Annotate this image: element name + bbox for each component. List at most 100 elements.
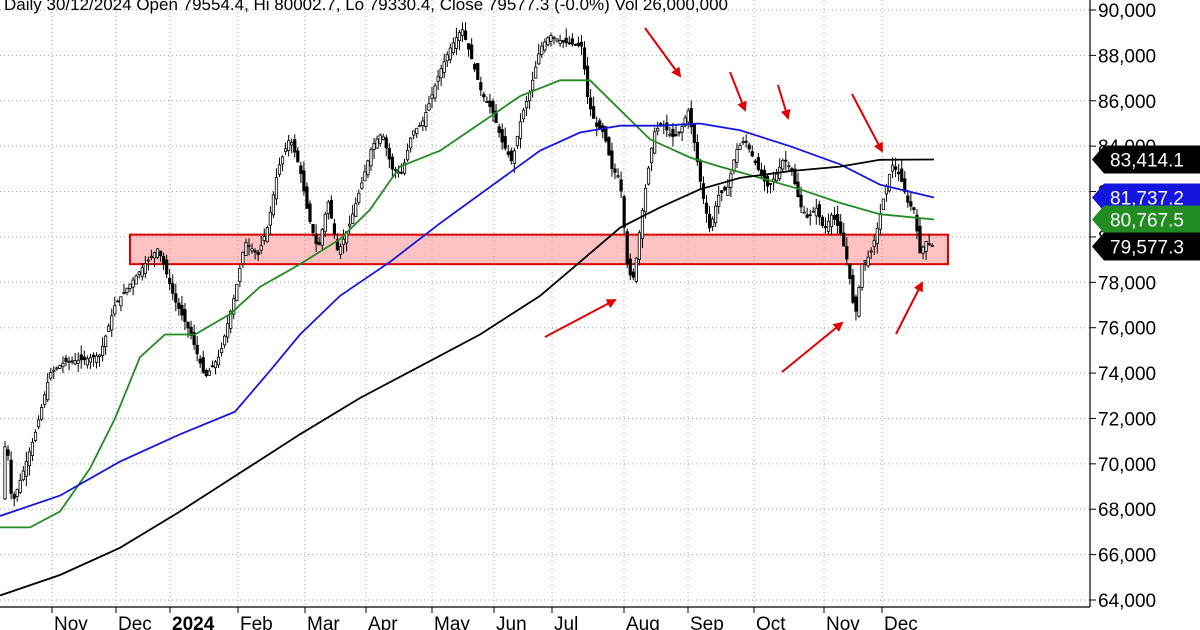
candle-body [36,419,41,428]
candle-body [619,179,623,192]
candle-body [165,259,169,275]
candle-body [46,382,50,401]
candle-body [503,136,507,149]
candle-body [110,315,114,331]
candle-body [781,159,785,170]
x-tick-label: 2024 [172,614,215,630]
y-tick-label: 74,000 [1098,364,1156,385]
candle-body [201,357,205,373]
candle-body [872,240,876,247]
candle-body [881,198,886,211]
candle-body [183,309,187,322]
candle-body [692,124,696,143]
candle-body [528,92,532,102]
candle-body [589,97,593,110]
candle-body [558,40,562,44]
candle-body [320,229,324,246]
candle-body [265,227,269,242]
candle-body [494,110,498,124]
candle-body [744,140,748,143]
candle-body [250,248,254,252]
candle-body [686,110,690,123]
candle-body [890,164,895,172]
candle-body [174,293,178,303]
candle-body [683,117,687,127]
candle-body [287,140,291,151]
candle-body [94,355,99,363]
candle-body [839,221,843,234]
candle-body [531,79,535,91]
candle-body [930,244,934,247]
candle-body [534,66,538,79]
candle-body [338,246,343,256]
candle-body [415,127,419,134]
candle-body [91,354,96,358]
candle-body [82,356,86,360]
x-tick-label: Nov [826,614,860,630]
candle-body [241,252,245,265]
y-tick-label: 66,000 [1098,546,1156,567]
candle-body [424,111,428,127]
candle-body [909,201,913,207]
candle-body [88,357,92,363]
candle-body [537,53,541,65]
candle-body [470,44,474,60]
candle-body [238,267,242,282]
candle-body [393,169,398,171]
candle-body [348,223,352,227]
candle-body [363,171,367,182]
candle-body [122,292,126,294]
candle-body [76,359,80,364]
candle-body [793,168,797,185]
candle-body [921,246,925,254]
candle-body [576,42,581,46]
candle-body [903,178,907,193]
candle-body [869,250,873,253]
candle-body [155,248,160,258]
candle-body [454,37,459,49]
annotation-arrows [544,27,923,373]
candle-body [195,344,199,355]
candle-body [341,238,346,246]
candle-body [741,141,745,144]
candle-body [668,133,672,136]
candle-body [396,171,401,174]
candle-body [384,137,388,149]
candle-body [277,164,282,175]
candle-body [897,171,901,175]
value-tag-label: 81,737.2 [1110,189,1184,210]
candle-body [842,232,846,247]
candle-body [293,139,297,153]
candle-body [805,214,809,218]
candle-body [592,106,596,119]
candle-body [732,159,736,172]
x-tick-label: Nov [54,614,88,630]
candle-body [97,354,102,358]
candle-body [640,209,645,239]
candle-body [317,241,321,246]
candle-body [412,130,416,136]
candle-body [808,214,812,217]
candle-body [698,160,703,182]
candle-body [756,157,760,171]
y-tick-label: 88,000 [1098,46,1156,67]
y-tick-label: 86,000 [1098,92,1156,113]
red-arrow [544,299,617,338]
y-axis-labels: 64,000 66,000 68,000 70,000 72,000 74,000 76,0… [1098,1,1156,612]
candle-body [216,356,221,366]
candle-body [24,461,28,477]
candle-body [622,196,626,228]
candle-body [198,358,202,364]
candle-body [787,165,791,168]
candle-body [720,190,724,194]
candle-body [857,287,861,317]
x-tick-label: Mar [307,614,340,630]
candle-body [836,214,840,226]
candle-body [634,257,638,282]
candle-body [717,195,721,207]
candle-body [40,406,44,420]
candle-body [329,199,333,219]
x-tick-label: Dec [118,614,152,630]
candle-body [726,186,730,196]
candle-body [402,162,407,174]
